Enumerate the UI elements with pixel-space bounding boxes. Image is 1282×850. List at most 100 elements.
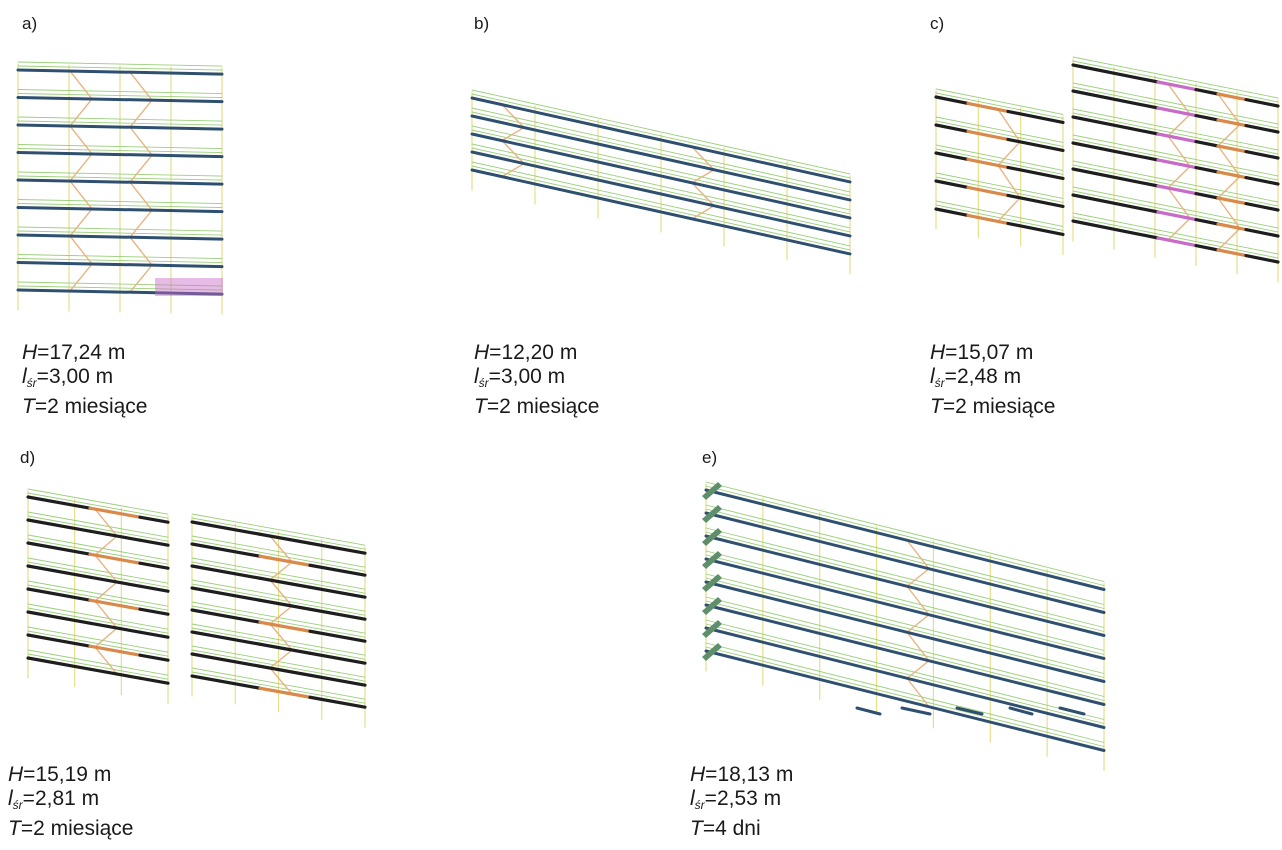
- guard-rail: [471, 143, 851, 229]
- platform-plank: [704, 649, 1106, 752]
- diagonal-brace: [501, 139, 525, 165]
- guard-rail: [705, 485, 1105, 586]
- guard-rail: [27, 511, 169, 538]
- diagonal-brace: [906, 660, 930, 679]
- guard-rail: [935, 116, 1064, 143]
- guard-rail: [191, 583, 366, 616]
- height-value-a: 17,24 m: [49, 341, 126, 364]
- platform-plank: [16, 96, 224, 104]
- platform-plank: [138, 561, 170, 570]
- stacked-plank: [900, 706, 932, 716]
- platform-plank: [1156, 210, 1198, 222]
- end-cap: [702, 482, 722, 500]
- diagonal-brace: [69, 153, 93, 182]
- diagonal-brace: [129, 264, 153, 293]
- diagonal-brace: [906, 614, 930, 633]
- guard-rail: [17, 89, 223, 95]
- platform-plank: [704, 534, 1106, 637]
- guard-rail: [17, 116, 223, 122]
- platform-plank: [26, 610, 92, 625]
- platform-plank: [88, 598, 142, 611]
- platform-plank: [470, 150, 852, 238]
- spacing-value-b: 3,00 m: [500, 365, 566, 388]
- scaffold-drawing-a: [10, 50, 230, 315]
- guard-rail: [1072, 134, 1279, 177]
- diagonal-brace: [269, 579, 293, 607]
- guard-rail: [27, 607, 169, 634]
- diagonal-brace: [997, 108, 1021, 143]
- platform-plank: [966, 185, 1010, 197]
- guard-rail: [705, 600, 1105, 701]
- guard-rail: [935, 200, 1064, 227]
- guard-rail: [705, 577, 1105, 678]
- scaffold-drawing-d: [20, 482, 382, 750]
- diagonal-brace: [906, 539, 930, 570]
- guard-rail: [705, 508, 1105, 609]
- diagonal-brace: [906, 677, 930, 708]
- platform-plank: [258, 598, 312, 611]
- guard-rail: [1072, 86, 1279, 129]
- guard-rail: [191, 671, 366, 704]
- diagonal-brace: [691, 205, 715, 220]
- platform-plank: [16, 288, 224, 296]
- platform-plank: [1216, 92, 1248, 102]
- diagonal-brace: [69, 235, 93, 265]
- guard-rail: [191, 579, 366, 612]
- scaffold-drawing-b: [462, 60, 857, 285]
- platform-plank: [26, 633, 92, 648]
- scaffold-drawing-c: [928, 55, 1280, 323]
- guard-rail: [17, 203, 223, 209]
- platform-plank: [704, 511, 1106, 614]
- guard-rail: [191, 667, 366, 700]
- height-value-e: 18,13 m: [717, 763, 794, 786]
- platform-plank: [308, 607, 367, 621]
- platform-plank: [934, 151, 970, 162]
- platform-plank: [1156, 106, 1198, 118]
- platform-plank: [1194, 87, 1220, 96]
- guard-rail: [27, 492, 169, 519]
- diagonal-brace: [906, 631, 930, 662]
- diagonal-brace: [269, 605, 293, 625]
- platform-plank: [1194, 192, 1220, 200]
- platform-plank: [1156, 132, 1198, 144]
- params-b: H=12,20 m lśr=3,00 m T=2 miesiące: [474, 341, 600, 418]
- guard-rail: [935, 120, 1064, 147]
- guard-rail: [191, 623, 366, 656]
- platform-plank: [190, 520, 262, 536]
- platform-plank: [258, 642, 312, 655]
- diagonal-brace: [691, 182, 715, 207]
- guard-rail: [27, 649, 169, 676]
- platform-plank: [26, 518, 92, 533]
- guard-rail: [705, 531, 1105, 632]
- platform-plank: [1156, 158, 1198, 170]
- params-e: H=18,13 m lśr=2,53 m T=4 dni: [690, 763, 794, 840]
- platform-plank: [1194, 244, 1220, 252]
- platform-plank: [190, 630, 262, 646]
- guard-rail: [1072, 164, 1279, 207]
- platform-plank: [258, 576, 312, 589]
- platform-plank: [26, 656, 92, 671]
- platform-plank: [1216, 144, 1248, 154]
- platform-plank: [1071, 219, 1160, 240]
- platform-plank: [704, 557, 1106, 660]
- platform-plank: [470, 168, 852, 256]
- platform-plank: [26, 564, 92, 579]
- guard-rail: [17, 226, 223, 232]
- platform-plank: [26, 541, 92, 556]
- diagonal-brace: [1217, 197, 1241, 230]
- guard-rail: [705, 642, 1105, 743]
- guard-rail: [471, 107, 851, 193]
- guard-rail: [17, 148, 223, 154]
- guard-rail: [17, 144, 223, 150]
- platform-plank: [1216, 222, 1248, 232]
- platform-plank: [704, 580, 1106, 683]
- panel-label-d: d): [20, 448, 36, 467]
- stacked-plank: [1058, 706, 1086, 716]
- platform-plank: [1071, 193, 1160, 214]
- end-cap: [702, 505, 722, 523]
- diagonal-brace: [1217, 145, 1241, 178]
- guard-rail: [471, 93, 851, 179]
- guard-rail: [471, 165, 851, 251]
- platform-plank: [138, 630, 170, 639]
- diagonal-brace: [69, 180, 93, 210]
